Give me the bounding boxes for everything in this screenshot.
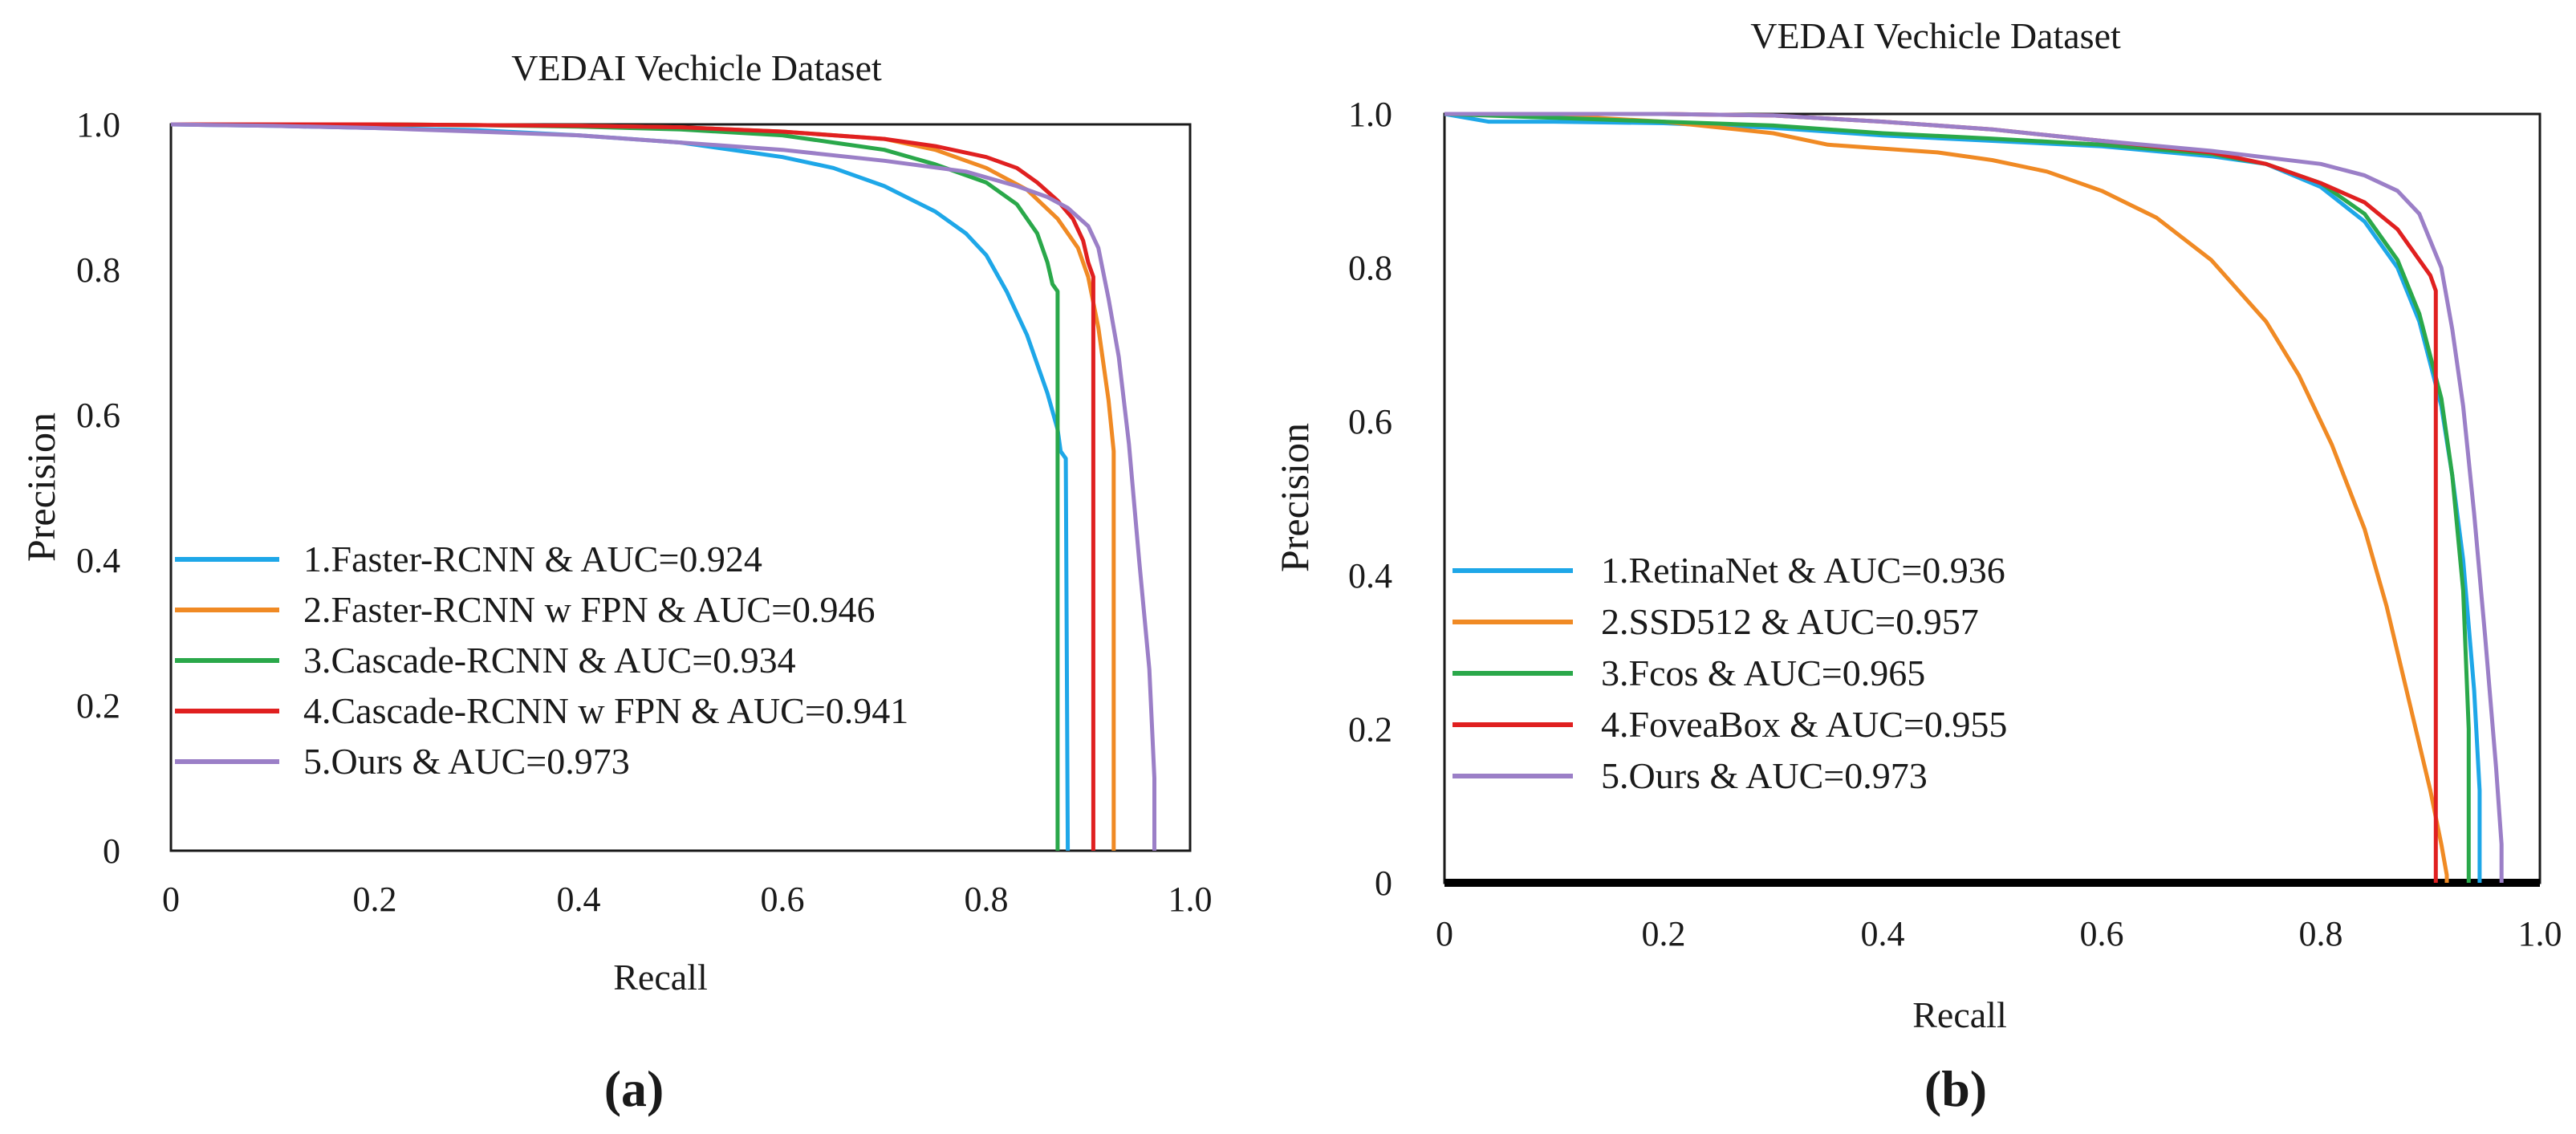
chart-title: VEDAI Vechicle Dataset bbox=[1750, 15, 2121, 56]
x-tick-labels: 0 0.2 0.4 0.6 0.8 1.0 bbox=[162, 880, 1213, 919]
y-tick-label: 1.0 bbox=[1348, 95, 1392, 134]
series-lines bbox=[170, 122, 1156, 852]
x-axis-label: Recall bbox=[1912, 994, 2007, 1035]
y-tick-label: 0.2 bbox=[76, 686, 120, 726]
x-axis-label: Recall bbox=[613, 957, 708, 998]
legend: 1.Faster-RCNN & AUC=0.924 2.Faster-RCNN w… bbox=[175, 539, 908, 782]
plot-frame bbox=[169, 123, 1192, 852]
legend-entry: 1.RetinaNet & AUC=0.936 bbox=[1601, 550, 2005, 591]
legend-entry: 4.Cascade-RCNN w FPN & AUC=0.941 bbox=[303, 690, 908, 731]
chart-panel-b: VEDAI Vechicle Dataset 00.20.40.60.81.0 … bbox=[1272, 15, 2562, 1117]
series-lines bbox=[1444, 112, 2504, 883]
legend: 1.RetinaNet & AUC=0.936 2.SSD512 & AUC=0.… bbox=[1453, 550, 2007, 796]
legend-entry: 4.FoveaBox & AUC=0.955 bbox=[1601, 704, 2007, 745]
y-tick-label: 0.2 bbox=[1348, 709, 1392, 749]
y-tick-label: 1.0 bbox=[76, 105, 120, 144]
y-tick-label: 0.6 bbox=[76, 396, 120, 435]
legend-entry: 3.Fcos & AUC=0.965 bbox=[1601, 652, 1925, 693]
x-tick-label: 0 bbox=[162, 880, 180, 919]
y-tick-labels: 0 0.2 0.4 0.6 0.8 1.0 bbox=[76, 105, 120, 871]
series-line-4 bbox=[171, 122, 1095, 851]
panel-label: (b) bbox=[1924, 1060, 1987, 1117]
panel-label: (a) bbox=[604, 1060, 664, 1117]
x-tick-label: 1.0 bbox=[1168, 880, 1213, 919]
legend-entry: 5.Ours & AUC=0.973 bbox=[1601, 755, 1928, 796]
series-line-1 bbox=[1444, 112, 2482, 883]
y-axis-label: Precision bbox=[18, 413, 63, 562]
x-tick-label: 0.6 bbox=[761, 880, 805, 919]
series-line-5 bbox=[1444, 112, 2504, 883]
x-tick-label: 1.0 bbox=[2518, 914, 2562, 953]
y-tick-label: 0.6 bbox=[1348, 402, 1392, 441]
y-tick-labels: 0 0.2 0.4 0.6 0.8 1.0 bbox=[1348, 95, 1392, 903]
chart-title: VEDAI Vechicle Dataset bbox=[511, 47, 882, 88]
x-tick-label: 0.8 bbox=[965, 880, 1009, 919]
y-tick-label: 0 bbox=[1375, 864, 1392, 903]
y-tick-label: 0.4 bbox=[76, 541, 120, 580]
x-tick-label: 0.4 bbox=[557, 880, 601, 919]
legend-entry: 5.Ours & AUC=0.973 bbox=[303, 741, 630, 782]
x-tick-label: 0.2 bbox=[353, 880, 397, 919]
y-tick-label: 0.8 bbox=[1348, 249, 1392, 288]
x-tick-labels: 0 0.2 0.4 0.6 0.8 1.0 bbox=[1436, 914, 2562, 953]
y-tick-label: 0.4 bbox=[1348, 556, 1392, 595]
x-tick-label: 0.8 bbox=[2299, 914, 2343, 953]
legend-entry: 2.Faster-RCNN w FPN & AUC=0.946 bbox=[303, 589, 876, 630]
y-tick-label: 0.8 bbox=[76, 250, 120, 290]
legend-entry: 3.Cascade-RCNN & AUC=0.934 bbox=[303, 640, 796, 681]
series-line-4 bbox=[1444, 112, 2438, 883]
x-tick-label: 0.4 bbox=[1861, 914, 1905, 953]
legend-entry: 1.Faster-RCNN & AUC=0.924 bbox=[303, 539, 762, 579]
y-axis-label: Precision bbox=[1272, 423, 1317, 572]
legend-entry: 2.SSD512 & AUC=0.957 bbox=[1601, 601, 1979, 642]
y-tick-label: 0 bbox=[103, 831, 120, 871]
x-tick-label: 0 bbox=[1436, 914, 1453, 953]
x-tick-label: 0.2 bbox=[1642, 914, 1686, 953]
series-line-2 bbox=[1444, 112, 2449, 883]
chart-panel-a: VEDAI Vechicle Dataset 00.20.40.60.81.0 … bbox=[18, 47, 1213, 1117]
series-line-5 bbox=[170, 122, 1156, 851]
x-tick-label: 0.6 bbox=[2080, 914, 2124, 953]
series-line-3 bbox=[1444, 112, 2471, 883]
